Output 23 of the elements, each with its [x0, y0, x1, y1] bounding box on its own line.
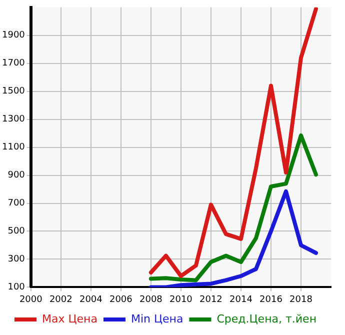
y-tick-label: 1100: [2, 142, 26, 153]
y-tick-label: 500: [8, 226, 26, 237]
y-tick-label: 1300: [2, 114, 26, 125]
legend-label: Сред.Цена, т.йен: [216, 312, 317, 326]
x-tick-label: 2000: [19, 294, 43, 305]
x-tick-label: 2008: [139, 294, 163, 305]
x-tick-label: 2018: [290, 294, 313, 305]
x-tick-label: 2014: [230, 294, 253, 305]
legend-label: Max Цена: [42, 312, 98, 326]
y-tick-label: 700: [8, 198, 26, 209]
legend-label: Min Цена: [130, 312, 184, 326]
x-tick-label: 2004: [79, 294, 103, 305]
x-tick-label: 2016: [260, 294, 283, 305]
x-tick-label: 2006: [109, 294, 133, 305]
y-tick-label: 1900: [2, 30, 26, 41]
y-tick-label: 1500: [2, 86, 26, 97]
x-tick-label: 2002: [49, 294, 72, 305]
y-tick-label: 900: [8, 170, 26, 181]
x-tick-label: 2010: [170, 294, 193, 305]
y-tick-label: 100: [8, 282, 26, 293]
x-tick-label: 2012: [200, 294, 222, 305]
y-tick-label: 1700: [2, 58, 26, 69]
y-tick-label: 300: [8, 254, 26, 265]
